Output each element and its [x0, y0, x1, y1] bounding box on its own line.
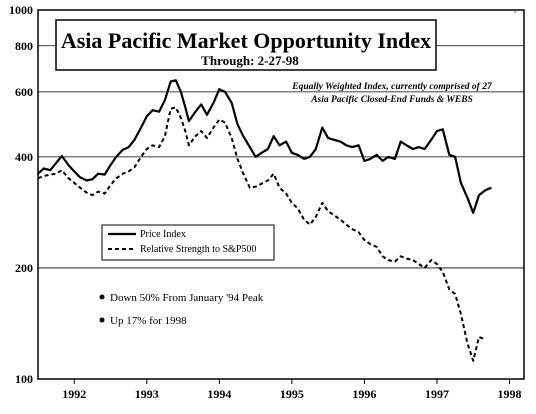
series-line-price-index	[37, 79, 492, 214]
series-lines	[37, 79, 492, 362]
chart-title: Asia Pacific Market Opportunity Index	[61, 28, 431, 53]
legend-box	[101, 224, 275, 261]
x-tick-label: 1997	[425, 387, 449, 401]
x-tick-label: 1993	[135, 387, 159, 401]
x-tick-label: 1995	[280, 387, 304, 401]
y-tick-label: 600	[15, 85, 33, 99]
y-tick-label: 400	[15, 150, 33, 164]
y-tick-label: 800	[15, 39, 33, 53]
x-tick-label: 1994	[207, 387, 231, 401]
y-tick-label: 1000	[9, 3, 33, 17]
scan-speck	[514, 11, 516, 13]
chart-subtitle: Through: 2-27-98	[201, 53, 299, 68]
bullet-icon	[99, 294, 105, 300]
annotation-up-17: Up 17% for 1998	[110, 315, 187, 327]
x-axis: 1992 1993 1994 1995 1996 1997 1998	[62, 379, 521, 401]
legend-label-relative-strength: Relative Strength to S&P500	[140, 244, 256, 255]
x-tick-label: 1996	[352, 387, 376, 401]
y-tick-label: 200	[15, 261, 33, 275]
title-box	[55, 19, 437, 71]
x-tick-label: 1998	[497, 387, 521, 401]
bullet-icon	[99, 317, 105, 323]
plot-frame	[37, 9, 525, 380]
series-line-relative-strength	[37, 106, 486, 362]
annotation-down-50: Down 50% From January '94 Peak	[110, 292, 264, 304]
note-line-2: Asia Pacific Closed-End Funds & WEBS	[310, 95, 473, 105]
x-tick-label: 1992	[62, 387, 86, 401]
y-tick-label: 100	[15, 372, 33, 386]
note-line-1: Equally Weighted Index, currently compri…	[291, 82, 493, 92]
legend-label-price-index: Price Index	[140, 229, 186, 240]
y-axis: 100 200 400 600 800 1000	[9, 3, 33, 386]
